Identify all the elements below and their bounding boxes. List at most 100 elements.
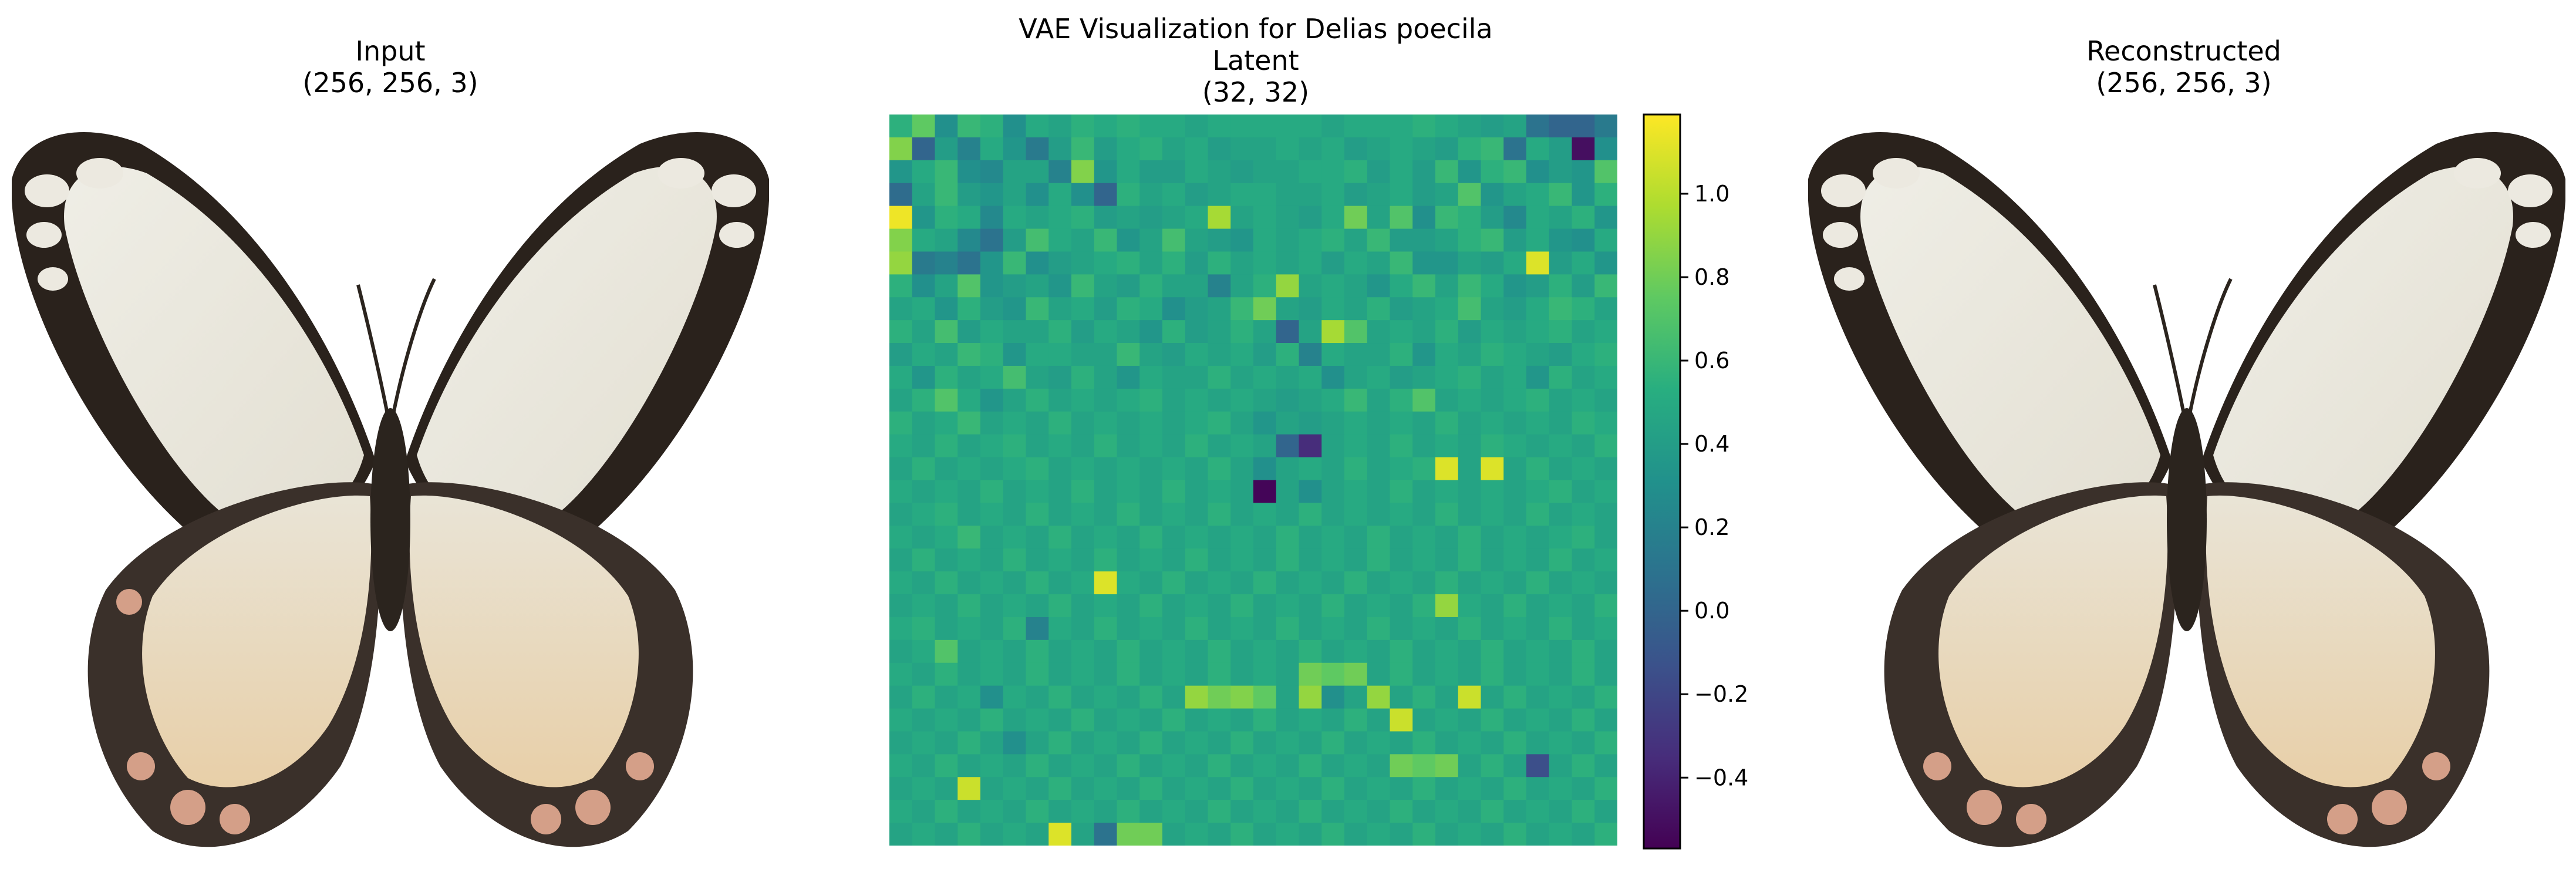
heatmap-cell [1390,731,1413,755]
heatmap-cell [1299,708,1322,732]
heatmap-cell [1253,388,1277,412]
heatmap-cell [1208,251,1231,275]
heatmap-cell [1503,617,1527,641]
heatmap-cell [1230,800,1254,823]
heatmap-cell [1117,228,1140,252]
heatmap-cell [1094,274,1118,298]
heatmap-cell [1071,411,1095,435]
heatmap-cell [1503,411,1527,435]
heatmap-cell [1526,115,1550,138]
heatmap-cell [1026,754,1049,777]
heatmap-cell [889,639,913,664]
heatmap-cell [1549,526,1573,549]
colorbar: 1.0 0.8 0.6 0.4 0.2 0.0 −0.2 −0.4 [1643,113,1748,850]
heatmap-cell [1276,777,1300,800]
heatmap-cell [1185,571,1209,595]
heatmap-cell [1094,571,1118,595]
heatmap-cell [1390,137,1413,161]
heatmap-cell [1094,754,1118,777]
heatmap-cell [1344,571,1368,595]
heatmap-cell [1253,115,1277,138]
heatmap-cell [1481,708,1504,732]
heatmap-cell [1162,160,1186,184]
heatmap-cell [1572,800,1595,823]
heatmap-cell [1481,183,1504,207]
heatmap-cell [1390,639,1413,664]
heatmap-cell [1321,251,1345,275]
heatmap-cell [1299,457,1322,481]
heatmap-cell [1094,251,1118,275]
heatmap-cell [889,617,913,641]
heatmap-cell [1026,388,1049,412]
heatmap-cell [1412,365,1436,389]
heatmap-cell [1594,297,1617,321]
heatmap-cell [1321,777,1345,800]
heatmap-cell [1481,731,1504,755]
heatmap-cell [1139,754,1163,777]
heatmap-cell [1435,183,1459,207]
heatmap-cell [957,823,981,846]
heatmap-cell [1526,388,1550,412]
heatmap-cell [980,480,1004,504]
heatmap-cell [1253,411,1277,435]
heatmap-cell [1412,685,1436,709]
heatmap-cell [1003,160,1027,184]
heatmap-cell [1526,137,1550,161]
heatmap-cell [1230,571,1254,595]
heatmap-cell [1344,731,1368,755]
heatmap-cell [980,662,1004,686]
heatmap-cell [957,115,981,138]
heatmap-cell [912,777,936,800]
heatmap-cell [1026,343,1049,366]
heatmap-cell [1276,274,1300,298]
heatmap-cell [935,365,958,389]
heatmap-cell [1299,115,1322,138]
heatmap-cell [1185,251,1209,275]
heatmap-cell [980,115,1004,138]
heatmap-cell [1321,206,1345,230]
heatmap-cell [1299,662,1322,686]
heatmap-cell [912,639,936,664]
heatmap-cell [1344,297,1368,321]
heatmap-cell [1390,594,1413,618]
heatmap-cell [1526,480,1550,504]
heatmap-cell [1390,411,1413,435]
heatmap-cell [1139,320,1163,344]
heatmap-cell [1048,503,1072,526]
heatmap-cell [1276,526,1300,549]
heatmap-cell [1572,548,1595,572]
heatmap-cell [1185,754,1209,777]
heatmap-cell [1481,411,1504,435]
heatmap-cell [1276,206,1300,230]
heatmap-cell [1367,457,1391,481]
heatmap-cell [1526,503,1550,526]
right-hindwing [2197,482,2490,847]
colorbar-tick-label: 0.2 [1694,514,1729,540]
heatmap-cell [957,274,981,298]
colorbar-tick-label: 0.6 [1694,348,1729,373]
heatmap-cell [1185,457,1209,481]
heatmap-cell [980,800,1004,823]
heatmap-cell [957,457,981,481]
heatmap-cell [1094,823,1118,846]
heatmap-cell [1003,320,1027,344]
heatmap-cell [912,617,936,641]
heatmap-cell [1321,708,1345,732]
heatmap-cell [1321,662,1345,686]
heatmap-cell [912,800,936,823]
heatmap-cell [1299,754,1322,777]
heatmap-cell [1367,708,1391,732]
heatmap-cell [1276,480,1300,504]
heatmap-cell [1208,115,1231,138]
heatmap-cell [1276,388,1300,412]
heatmap-cell [1458,251,1482,275]
heatmap-cell [1230,115,1254,138]
heatmap-cell [1208,777,1231,800]
heatmap-cell [1549,639,1573,664]
left-forewing [1808,132,2172,553]
heatmap-cell [1139,251,1163,275]
heatmap-cell [1299,228,1322,252]
heatmap-cell [1162,115,1186,138]
heatmap-cell [1162,183,1186,207]
heatmap-cell [1208,183,1231,207]
